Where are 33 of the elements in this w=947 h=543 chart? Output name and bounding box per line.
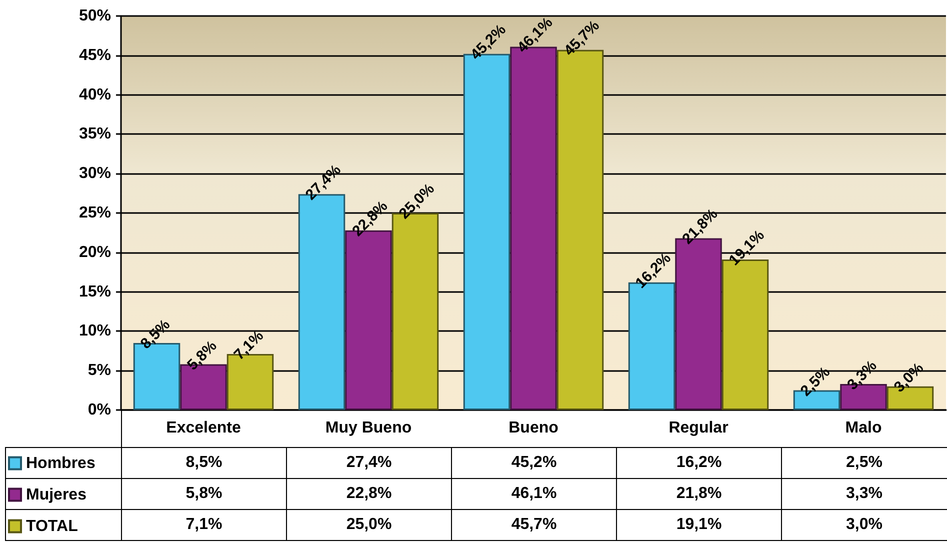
legend-label: TOTAL — [26, 518, 78, 535]
data-label: 19,1% — [616, 510, 782, 540]
y-tick-label: 45% — [78, 46, 111, 64]
data-label: 22,8% — [286, 478, 452, 510]
x-tick-label: Regular — [668, 420, 728, 436]
data-label: 16,2% — [616, 448, 782, 478]
data-label: 21,8% — [616, 478, 782, 510]
y-tick-label: 15% — [78, 283, 111, 300]
data-label: 3,0% — [782, 510, 946, 540]
y-tick-label: 50% — [78, 8, 111, 24]
data-label: 25,0% — [286, 510, 452, 540]
y-tick-label: 35% — [78, 126, 111, 143]
x-tick-label: Muy Bueno — [325, 420, 412, 436]
y-tick-label: 30% — [78, 165, 111, 182]
data-label: 46,1% — [452, 478, 616, 510]
y-tick-label: 25% — [78, 204, 111, 222]
x-tick-label: Bueno — [508, 420, 559, 436]
data-label: 7,1% — [122, 510, 286, 540]
y-tick-label: 10% — [78, 322, 111, 340]
y-tick-label: 0% — [88, 402, 111, 418]
legend-label: Mujeres — [26, 486, 87, 504]
data-label: 5,8% — [122, 478, 286, 510]
data-label: 2,5% — [782, 448, 946, 478]
y-tick-label: 5% — [88, 362, 111, 380]
data-label: 27,4% — [286, 448, 452, 478]
data-label: 45,7% — [452, 510, 616, 540]
y-tick-label: 40% — [78, 86, 111, 104]
data-label: 8,5% — [122, 448, 286, 478]
data-label: 45,2% — [452, 448, 616, 478]
x-tick-label: Excelente — [166, 420, 241, 436]
x-tick-label: Malo — [845, 420, 882, 436]
y-tick-label: 20% — [78, 244, 111, 261]
legend-label: Hombres — [26, 454, 96, 472]
